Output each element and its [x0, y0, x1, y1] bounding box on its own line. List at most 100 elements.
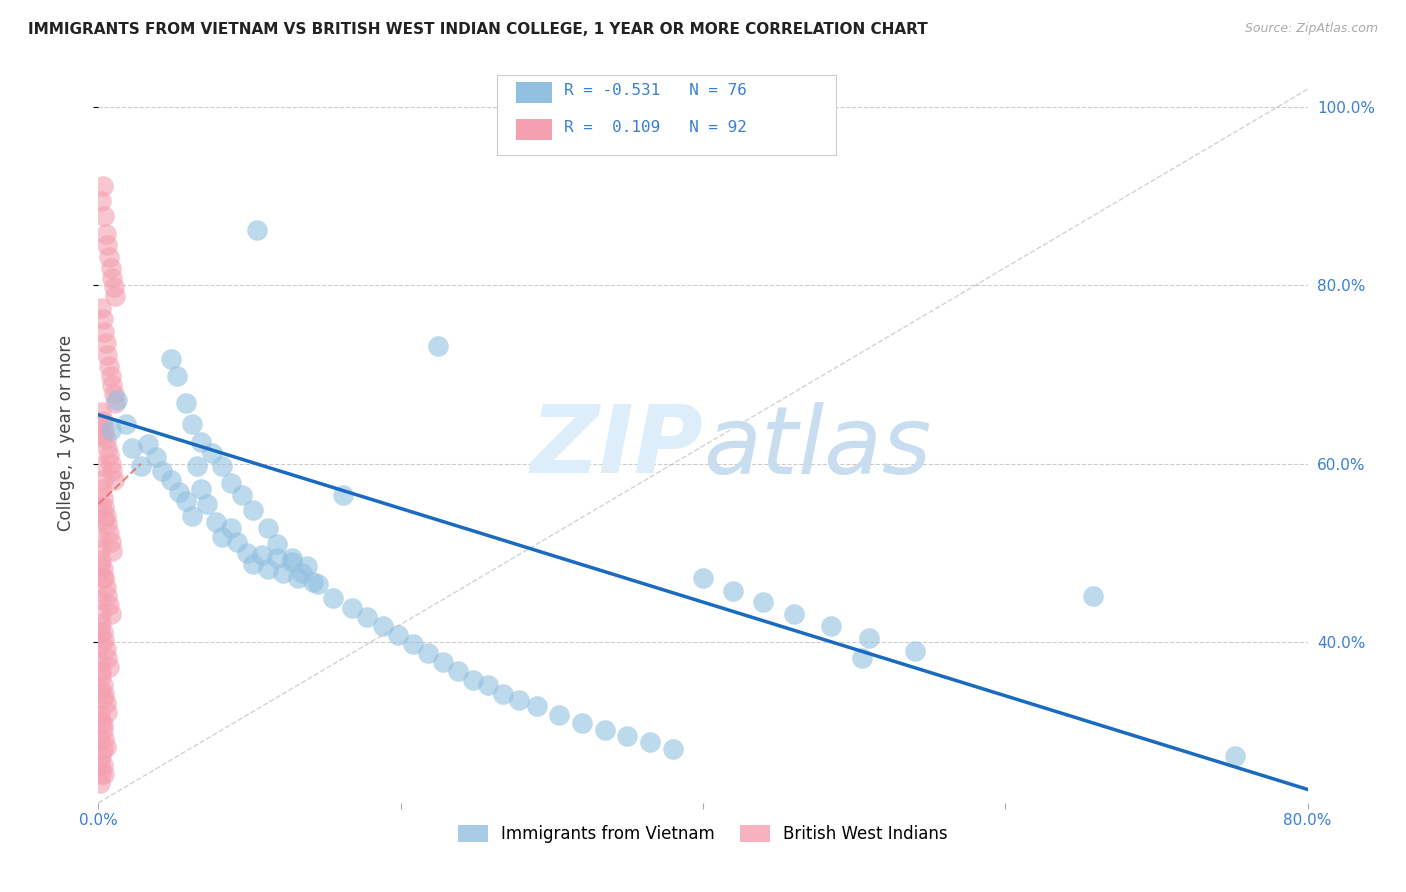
Point: [93, 500, 115, 514]
Point: [91, 312, 114, 326]
Point: [90, 714, 112, 728]
Point: [91, 742, 114, 756]
Point: [94, 580, 117, 594]
Point: [166, 369, 188, 384]
Point: [98, 660, 121, 674]
Point: [242, 557, 264, 571]
Text: R = -0.531   N = 76: R = -0.531 N = 76: [564, 83, 747, 98]
Point: [150, 464, 173, 478]
Text: IMMIGRANTS FROM VIETNAM VS BRITISH WEST INDIAN COLLEGE, 1 YEAR OR MORE CORRELATI: IMMIGRANTS FROM VIETNAM VS BRITISH WEST …: [28, 22, 928, 37]
Point: [91, 473, 114, 487]
Point: [96, 238, 118, 252]
Point: [167, 485, 190, 500]
Point: [104, 289, 127, 303]
Point: [201, 446, 224, 460]
Point: [820, 619, 842, 633]
Point: [211, 530, 233, 544]
Point: [93, 423, 115, 437]
Point: [387, 628, 409, 642]
Point: [332, 488, 354, 502]
Text: atlas: atlas: [703, 402, 931, 493]
Point: [145, 450, 167, 464]
Point: [90, 664, 112, 678]
Point: [181, 417, 204, 431]
Point: [477, 678, 499, 692]
Point: [571, 715, 593, 730]
Point: [181, 508, 204, 523]
Point: [221, 521, 243, 535]
Point: [291, 566, 314, 580]
Point: [101, 464, 124, 478]
Point: [307, 577, 329, 591]
Point: [174, 494, 197, 508]
Point: [91, 624, 114, 639]
Point: [100, 535, 122, 549]
Point: [271, 566, 294, 580]
Point: [105, 392, 128, 407]
Point: [211, 458, 233, 473]
Point: [91, 678, 114, 692]
Point: [136, 437, 159, 451]
Point: [256, 562, 278, 576]
Point: [98, 598, 121, 612]
Point: [101, 544, 124, 558]
Point: [94, 642, 117, 657]
Point: [432, 655, 454, 669]
Bar: [516, 82, 551, 103]
Point: [129, 458, 152, 473]
Point: [1081, 589, 1104, 603]
Point: [89, 530, 111, 544]
Point: [103, 387, 125, 401]
Point: [94, 508, 117, 523]
Point: [94, 336, 117, 351]
Point: [100, 423, 122, 437]
Point: [98, 448, 121, 462]
Point: [91, 178, 114, 193]
Point: [100, 607, 122, 621]
Point: [226, 535, 249, 549]
Point: [90, 553, 112, 567]
Point: [295, 559, 318, 574]
Point: [93, 325, 115, 339]
Point: [96, 348, 118, 362]
Point: [93, 571, 115, 585]
Point: [287, 571, 309, 585]
Point: [93, 512, 115, 526]
Point: [783, 607, 806, 621]
Point: [98, 526, 121, 541]
Point: [160, 473, 183, 487]
Point: [94, 432, 117, 446]
Point: [91, 428, 114, 442]
Point: [90, 669, 112, 683]
Point: [89, 681, 111, 696]
Point: [93, 731, 115, 746]
Point: [302, 574, 325, 589]
Point: [90, 500, 112, 514]
Point: [616, 729, 638, 743]
Point: [121, 441, 143, 455]
Point: [447, 664, 470, 678]
Point: [90, 767, 112, 781]
Point: [526, 699, 548, 714]
Point: [90, 607, 112, 621]
Point: [103, 473, 125, 487]
Point: [94, 740, 117, 755]
FancyBboxPatch shape: [498, 75, 837, 155]
Point: [93, 209, 115, 223]
Point: [98, 250, 121, 264]
Point: [104, 396, 127, 410]
Point: [100, 457, 122, 471]
Point: [98, 359, 121, 373]
Legend: Immigrants from Vietnam, British West Indians: Immigrants from Vietnam, British West In…: [451, 819, 955, 850]
Point: [89, 731, 111, 746]
Point: [858, 631, 880, 645]
Point: [904, 644, 927, 658]
Point: [91, 414, 114, 428]
Point: [90, 405, 112, 419]
Point: [91, 491, 114, 505]
Point: [96, 517, 118, 532]
Text: Source: ZipAtlas.com: Source: ZipAtlas.com: [1244, 22, 1378, 36]
Point: [101, 271, 124, 285]
Point: [96, 589, 118, 603]
Point: [256, 521, 278, 535]
